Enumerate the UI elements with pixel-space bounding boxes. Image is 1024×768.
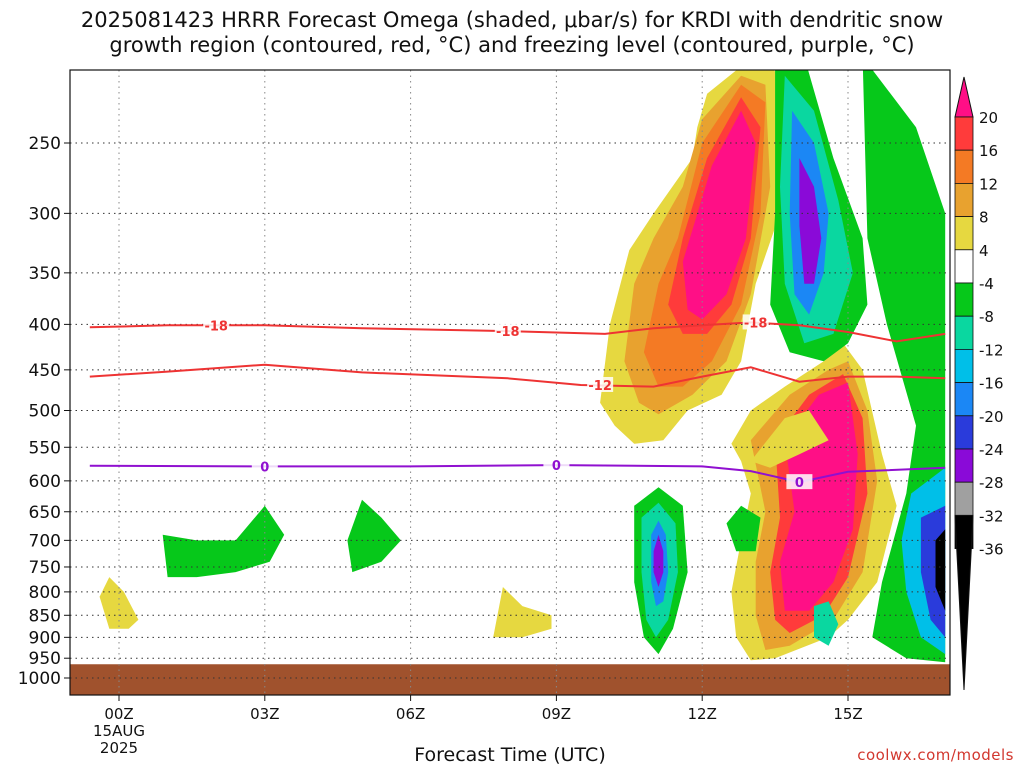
- omega-region-25: [493, 587, 552, 638]
- contour-0-line-0: [89, 321, 946, 343]
- omega-region-21: [814, 601, 839, 646]
- chart-title-line-1: 2025081423 HRRR Forecast Omega (shaded, …: [80, 8, 944, 32]
- colorbar-tick-label: -24: [979, 441, 1004, 459]
- colorbar-box: [954, 315, 974, 350]
- colorbar-tick-label: -4: [979, 275, 994, 293]
- y-tick-label: 400: [29, 315, 61, 335]
- colorbar: 20 16 12 8 4 -4 -8 -12 -16 -20 -24 -28 -32 -36: [954, 76, 1004, 691]
- x-tick-label: 15Z: [833, 705, 862, 723]
- omega-region-4: [682, 110, 756, 320]
- y-tick-label: 700: [29, 531, 61, 551]
- omega-region-24: [347, 499, 401, 573]
- x-start-date-label: 2025: [100, 739, 138, 757]
- y-tick-label: 800: [29, 583, 61, 603]
- ground-fill: [70, 664, 950, 695]
- contour-label-bg: [251, 458, 278, 474]
- y-tick-label: 1000: [18, 669, 61, 689]
- colorbar-tick-label: 20: [979, 109, 998, 127]
- colorbar-box: [954, 415, 974, 450]
- y-tick-label: 250: [29, 134, 61, 154]
- omega-region-27: [750, 410, 829, 468]
- y-tick-label: 450: [29, 361, 61, 381]
- contour-0-line-1: [89, 363, 946, 388]
- y-tick-label: 850: [29, 606, 61, 626]
- y-tick-label: 500: [29, 402, 61, 422]
- y-tick-label: 550: [29, 438, 61, 458]
- contour-label: -12: [588, 379, 612, 394]
- x-tick-label: 06Z: [396, 705, 425, 723]
- contour-label: -18: [744, 316, 768, 331]
- omega-region-20: [935, 529, 946, 611]
- colorbar-tick-label: -36: [979, 541, 1004, 559]
- grid-lines: [70, 70, 950, 695]
- colorbar-box: [954, 382, 974, 417]
- contour-label-bg: [587, 376, 614, 392]
- x-tick-label: 12Z: [688, 705, 717, 723]
- contour-label-bg: [494, 323, 521, 339]
- y-tick-label: 750: [29, 558, 61, 578]
- y-tick-label: 650: [29, 503, 61, 523]
- omega-region-23: [162, 505, 285, 578]
- source-watermark: coolwx.com/models: [857, 746, 1014, 764]
- y-tick-label: 900: [29, 628, 61, 648]
- colorbar-box: [954, 448, 974, 483]
- contour-label: -18: [496, 325, 520, 340]
- colorbar-box: [954, 116, 974, 151]
- omega-region-26: [726, 505, 761, 552]
- x-tick-label: 00Z: [104, 705, 133, 723]
- ground-layer: [70, 664, 950, 695]
- contour-label-bg: [203, 317, 230, 333]
- colorbar-tick-label: -12: [979, 341, 1004, 359]
- contour-label: 0: [260, 460, 269, 475]
- colorbar-tick-label: -32: [979, 507, 1004, 525]
- colorbar-tick-label: -28: [979, 474, 1004, 492]
- colorbar-arrow-bottom: [954, 514, 974, 691]
- colorbar-tick-label: -8: [979, 308, 994, 326]
- x-tick-label: 03Z: [250, 705, 279, 723]
- y-tick-label: 600: [29, 472, 61, 492]
- x-start-date-label: 15AUG: [93, 722, 145, 740]
- omega-region-22: [99, 577, 139, 629]
- y-tick-label: 300: [29, 204, 61, 224]
- colorbar-box: [954, 149, 974, 184]
- colorbar-tick-label: -16: [979, 375, 1004, 393]
- contour-label-bg: [543, 457, 570, 473]
- contour-label: -18: [204, 319, 228, 334]
- omega-region-12: [653, 534, 664, 587]
- colorbar-tick-label: 8: [979, 209, 989, 227]
- contour-label-bg: [786, 474, 813, 490]
- contour-label-bg: [742, 314, 769, 330]
- contour-label: 0: [795, 476, 804, 491]
- colorbar-tick-label: 4: [979, 242, 989, 260]
- omega-region-16: [799, 158, 822, 284]
- contour-label: 0: [552, 459, 561, 474]
- contour-1-line-0: [89, 464, 946, 484]
- x-tick-label: 09Z: [542, 705, 571, 723]
- colorbar-box: [954, 481, 974, 516]
- contour-labels: -18 -18 -18 -12 0 0 0: [203, 314, 813, 491]
- colorbar-tick-label: 12: [979, 175, 998, 193]
- colorbar-arrow-top: [954, 76, 974, 118]
- colorbar-box: [954, 182, 974, 217]
- chart-title: 2025081423 HRRR Forecast Omega (shaded, …: [0, 8, 1024, 58]
- x-axis-label: Forecast Time (UTC): [414, 744, 606, 766]
- y-tick-label: 350: [29, 264, 61, 284]
- colorbar-box: [954, 348, 974, 383]
- plot-frame: [69, 69, 951, 696]
- colorbar-box: [954, 282, 974, 317]
- colorbar-box: [954, 216, 974, 251]
- colorbar-tick-label: 16: [979, 142, 998, 160]
- chart-title-line-2: growth region (contoured, red, °C) and f…: [109, 33, 915, 57]
- y-tick-label: 950: [29, 649, 61, 669]
- y-axis: 2503003504004505005506006507007508008509…: [18, 134, 70, 689]
- omega-shading: [99, 70, 946, 663]
- contour-lines: [89, 321, 946, 484]
- colorbar-box: [954, 249, 974, 284]
- colorbar-tick-label: -20: [979, 408, 1004, 426]
